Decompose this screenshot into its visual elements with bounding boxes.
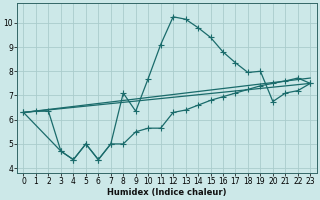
X-axis label: Humidex (Indice chaleur): Humidex (Indice chaleur) bbox=[107, 188, 227, 197]
